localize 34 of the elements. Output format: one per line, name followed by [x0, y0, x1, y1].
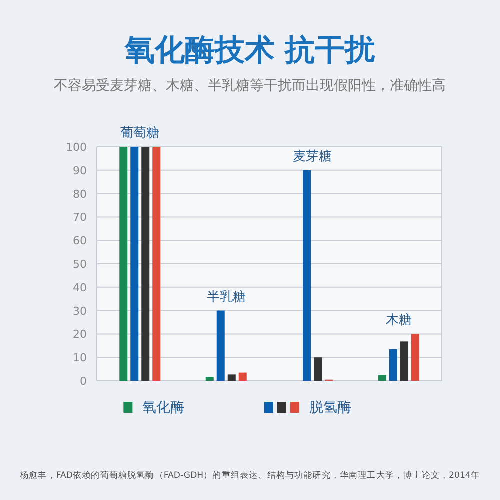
text: 杨愈丰，FAD依赖的葡萄糖脱氢酶（FAD-GDH）的重组表达、结构与功能研究，华南理工大学，博士论文，2014年: [18, 470, 480, 481]
bar: [314, 358, 322, 381]
y-tick-label: 40: [73, 281, 87, 294]
x-tick-label: 木糖: [386, 313, 412, 328]
y-tick-label: 50: [73, 258, 87, 271]
bar: [120, 147, 128, 381]
y-tick-label: 30: [73, 304, 87, 318]
y-tick-label: 0: [80, 375, 87, 388]
y-tick-label: 100: [66, 141, 87, 154]
bar: [142, 147, 150, 381]
y-tick-label: 10: [73, 352, 87, 365]
bar: [400, 342, 408, 381]
bar: [206, 377, 214, 381]
y-tick-label: 70: [73, 211, 87, 224]
bar: [238, 372, 247, 381]
chart-subtitle: 不容易受麦芽糖、木糖、半乳糖等干扰而出现假阳性，准确性高: [54, 78, 446, 94]
bar: [303, 170, 312, 381]
y-tick-label: 80: [73, 188, 87, 201]
y-tick-label: 20: [73, 328, 87, 342]
y-tick-label: 60: [73, 234, 87, 248]
bar: [228, 374, 236, 381]
legend-label: 脱氢酶: [309, 400, 352, 416]
x-tick-label: 麦芽糖: [293, 149, 332, 164]
bar: [411, 334, 420, 381]
bar: [378, 375, 386, 381]
bar: [216, 310, 225, 381]
bar: [152, 147, 161, 381]
x-tick-label: 半乳糖: [206, 290, 246, 305]
bar: [130, 147, 139, 381]
legend-label: 氧化酶: [142, 400, 185, 416]
x-tick-label: 葡萄糖: [120, 126, 160, 141]
chart-title: 氧化酶技术 抗干扰: [124, 33, 376, 68]
y-tick-label: 90: [73, 164, 87, 178]
bar: [389, 349, 398, 381]
